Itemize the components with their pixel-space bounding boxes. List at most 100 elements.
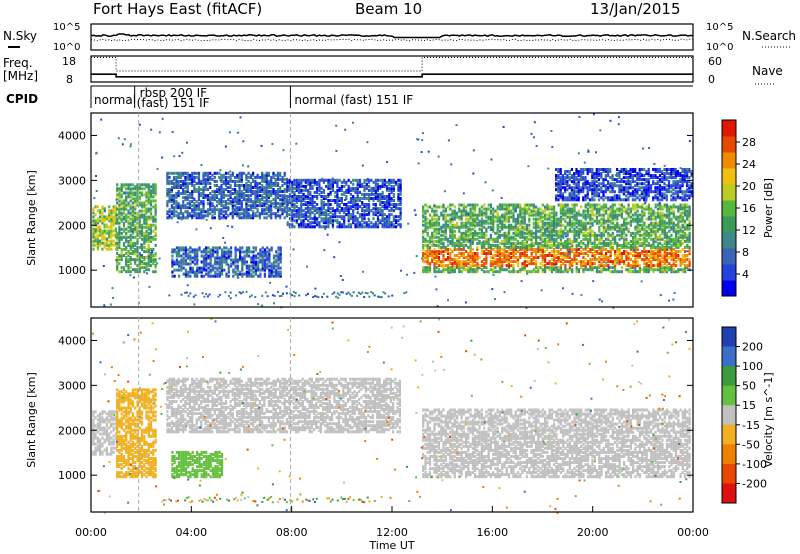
heatmap-cell (446, 237, 450, 241)
heatmap-cell (230, 250, 233, 254)
heatmap-cell (442, 209, 445, 213)
heatmap-cell (188, 173, 191, 177)
heatmap-cell (361, 213, 364, 217)
heatmap-cell (140, 191, 144, 195)
heatmap-cell (440, 225, 443, 229)
heatmap-cell (214, 250, 217, 254)
heatmap-cell (343, 203, 346, 206)
heatmap-cell (548, 252, 551, 255)
heatmap-cell (575, 229, 578, 233)
heatmap-cell (266, 250, 269, 254)
heatmap-cell (372, 217, 375, 221)
heatmap-cell (598, 207, 601, 211)
heatmap-cell (372, 207, 375, 211)
heatmap-cell (320, 225, 323, 229)
heatmap-cell (202, 254, 206, 258)
heatmap-cell (629, 231, 632, 235)
heatmap-cell (557, 266, 560, 270)
heatmap-cell (568, 237, 571, 241)
heatmap-cell (564, 260, 567, 264)
heatmap-cell (300, 188, 303, 192)
heatmap-cell (553, 205, 556, 209)
heatmap-cell (363, 192, 366, 196)
heatmap-cell (227, 274, 230, 278)
heatmap-cell (197, 171, 201, 175)
heatmap-cell (211, 177, 214, 181)
heatmap-cell (632, 235, 635, 239)
heatmap-cell (191, 214, 194, 218)
heatmap-cell (483, 219, 486, 223)
heatmap-cell (270, 175, 273, 179)
heatmap-cell (101, 229, 104, 233)
heatmap-cell (222, 188, 225, 191)
heatmap-cell (279, 214, 282, 218)
heatmap-cell (512, 235, 515, 239)
heatmap-cell (263, 216, 266, 220)
heatmap-cell (478, 219, 481, 223)
heatmap-cell (559, 258, 562, 262)
heatmap-cell (177, 190, 180, 193)
heatmap-cell (209, 171, 212, 175)
heatmap-cell (92, 229, 95, 233)
heatmap-cell (120, 266, 123, 270)
heatmap-cell (108, 215, 111, 219)
heatmap-cell (564, 239, 567, 243)
heatmap-cell (152, 215, 155, 219)
heatmap-cell (474, 252, 477, 255)
heatmap-cell (528, 227, 531, 231)
heatmap-cell (575, 262, 578, 266)
heatmap-cell (618, 237, 621, 241)
heatmap-cell (180, 258, 183, 262)
heatmap-cell (625, 233, 628, 237)
heatmap-cell (200, 250, 203, 254)
heatmap-cell (458, 203, 461, 207)
heatmap-cell (503, 268, 506, 272)
heatmap-cell (616, 233, 619, 237)
heatmap-cell (467, 266, 470, 270)
heatmap-cell (131, 187, 135, 191)
heatmap-cell (489, 209, 492, 213)
heatmap-cell (120, 211, 123, 215)
heatmap-cell (327, 199, 330, 202)
heatmap-cell (571, 229, 574, 233)
heatmap-cell (220, 184, 223, 187)
heatmap-cell (598, 256, 601, 259)
heatmap-cell (340, 223, 343, 227)
heatmap-cell (103, 245, 106, 249)
heatmap-cell (582, 241, 585, 245)
heatmap-cell (252, 274, 255, 278)
heatmap-cell (195, 204, 198, 208)
heatmap-cell (125, 256, 128, 259)
heatmap-cell (116, 183, 119, 187)
heatmap-cell (480, 205, 483, 209)
heatmap-cell (496, 205, 499, 209)
heatmap-cell (634, 231, 637, 235)
heatmap-cell (600, 241, 603, 245)
heatmap-cell (372, 186, 375, 190)
heatmap-cell (510, 235, 513, 239)
heatmap-cell (510, 203, 513, 207)
heatmap-cell (261, 208, 264, 212)
heatmap-cell (118, 187, 121, 191)
heatmap-cell (92, 211, 95, 215)
heatmap-cell (510, 241, 513, 245)
heatmap-cell (116, 189, 119, 193)
heatmap-cell (474, 229, 477, 233)
heatmap-cell (586, 254, 590, 257)
heatmap-cell (338, 215, 341, 219)
heatmap-cell (103, 241, 106, 245)
heatmap-cell (555, 243, 558, 247)
heatmap-cell (593, 254, 596, 257)
heatmap-cell (437, 205, 441, 209)
heatmap-cell (211, 208, 214, 212)
heatmap-cell (245, 246, 248, 250)
heatmap-cell (110, 239, 113, 243)
heatmap-cell (302, 192, 305, 196)
heatmap-cell (424, 243, 427, 247)
heatmap-cell (147, 223, 150, 227)
heatmap-cell (120, 195, 123, 199)
heatmap-cell (478, 231, 481, 235)
heatmap-cell (367, 188, 371, 192)
heatmap-cell (352, 209, 355, 213)
heatmap-cell (322, 201, 325, 204)
